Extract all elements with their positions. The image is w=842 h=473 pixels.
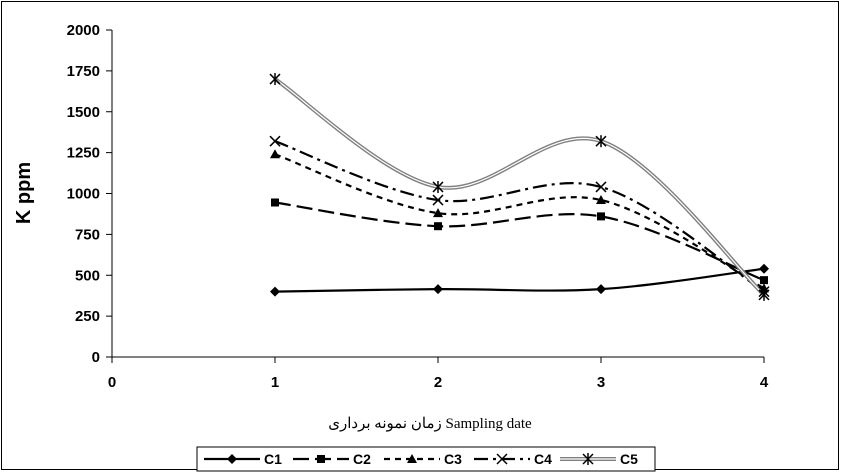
x-axis-title: زمان نمونه برداری Sampling date xyxy=(328,416,532,432)
y-axis-title: K ppm xyxy=(13,162,35,224)
marker-shape xyxy=(596,195,606,205)
legend-label-C3: C3 xyxy=(444,451,462,467)
legend-marker-C2 xyxy=(317,455,325,463)
y-tick-label: 250 xyxy=(75,308,100,325)
data-point-C1 xyxy=(759,263,769,274)
x-tick-label: 3 xyxy=(597,374,605,391)
marker-shape xyxy=(433,284,443,295)
legend-marker-C1 xyxy=(227,454,237,464)
data-point-C1 xyxy=(433,284,443,295)
y-tick-label: 0 xyxy=(92,349,100,366)
y-tick-label: 2000 xyxy=(67,22,100,39)
y-tick-label: 1000 xyxy=(67,186,100,203)
marker-shape xyxy=(407,454,417,463)
series-line-C4 xyxy=(274,140,765,293)
legend-label-C4: C4 xyxy=(534,451,552,467)
series-lines xyxy=(273,77,766,297)
y-tick-label: 1250 xyxy=(67,145,100,162)
marker-shape xyxy=(317,455,325,463)
legend: C1 C2 C3 C4 C5 xyxy=(196,446,656,472)
data-point-C4 xyxy=(432,194,444,206)
data-point-C5 xyxy=(595,135,607,148)
y-tick-label: 500 xyxy=(75,267,100,284)
series-markers xyxy=(269,73,770,301)
legend-label-C5: C5 xyxy=(620,451,638,467)
data-point-C5 xyxy=(269,73,281,86)
series-line-inner-C5 xyxy=(274,78,765,296)
marker-shape xyxy=(596,284,606,295)
marker-shape xyxy=(597,212,605,221)
marker-shape xyxy=(496,453,508,465)
marker-shape xyxy=(760,276,768,285)
data-point-C2 xyxy=(760,276,768,285)
legend-marker-C4 xyxy=(496,453,508,465)
data-point-C5 xyxy=(432,180,444,193)
data-point-C4 xyxy=(595,181,607,193)
data-point-C3 xyxy=(270,149,280,159)
series-line-C2 xyxy=(274,201,765,282)
data-point-C2 xyxy=(434,222,442,231)
x-tick-label: 0 xyxy=(108,374,116,391)
data-point-C3 xyxy=(596,195,606,205)
data-point-C5 xyxy=(758,288,770,301)
series-line-C1 xyxy=(274,267,765,293)
marker-shape xyxy=(270,149,280,159)
legend-label-C1: C1 xyxy=(264,451,282,467)
marker-shape xyxy=(433,208,443,218)
series-line-C5 xyxy=(273,77,766,297)
y-tick-label: 1500 xyxy=(67,104,100,121)
marker-shape xyxy=(432,194,444,206)
marker-shape xyxy=(759,263,769,274)
axes: 0 250 500 750 1000 1250 1500 1750 2000 0 1 2 3 4 xyxy=(67,22,769,391)
marker-shape xyxy=(595,181,607,193)
data-point-C4 xyxy=(269,135,281,147)
marker-shape xyxy=(269,135,281,147)
y-tick-label: 750 xyxy=(75,226,100,243)
series-line-C3 xyxy=(274,153,765,290)
marker-shape xyxy=(227,454,237,464)
legend-marker-C5 xyxy=(582,453,594,465)
marker-shape xyxy=(434,222,442,231)
data-point-C2 xyxy=(597,212,605,221)
data-point-C1 xyxy=(270,286,280,297)
data-point-C3 xyxy=(433,208,443,218)
data-point-C2 xyxy=(271,198,279,207)
legend-label-C2: C2 xyxy=(353,451,371,467)
marker-shape xyxy=(270,286,280,297)
data-point-C1 xyxy=(596,284,606,295)
legend-marker-C3 xyxy=(407,454,417,463)
x-tick-label: 4 xyxy=(760,374,769,391)
x-tick-label: 1 xyxy=(271,374,279,391)
y-tick-label: 1750 xyxy=(67,63,100,80)
marker-shape xyxy=(271,198,279,207)
x-tick-label: 2 xyxy=(434,374,442,391)
